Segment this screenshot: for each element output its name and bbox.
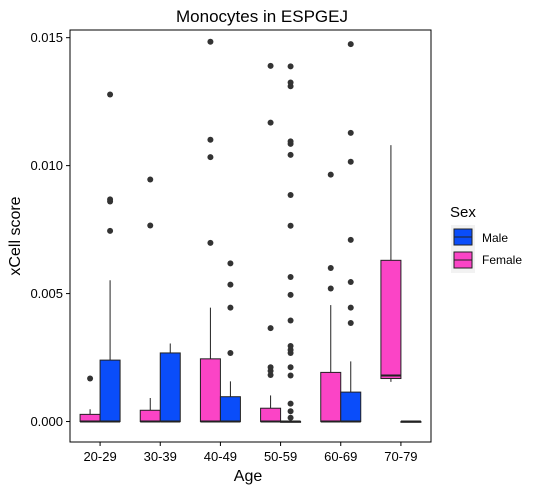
outlier-point: [207, 136, 214, 143]
y-axis-label: xCell score: [7, 196, 24, 275]
outlier-point: [287, 400, 294, 407]
box-male-30-39: [159, 343, 181, 423]
outlier-point: [287, 414, 294, 421]
outlier-point: [147, 222, 154, 229]
outlier-point: [287, 364, 294, 371]
box-iqr: [380, 259, 402, 380]
outlier-point: [347, 320, 354, 327]
legend-label-male: Male: [482, 231, 508, 245]
outlier-point: [207, 38, 214, 45]
box-iqr: [159, 352, 181, 423]
outlier-point: [347, 236, 354, 243]
outlier-point: [267, 62, 274, 69]
outlier-point: [287, 151, 294, 158]
outlier-point: [287, 317, 294, 324]
outlier-point: [347, 41, 354, 48]
box-iqr: [139, 409, 161, 423]
outlier-point: [287, 63, 294, 70]
outlier-point: [227, 349, 234, 356]
box-iqr: [99, 359, 121, 423]
outlier-point: [327, 264, 334, 271]
outlier-point: [267, 325, 274, 332]
box-female-50-59: [260, 62, 282, 423]
outlier-point: [287, 372, 294, 379]
outlier-point: [347, 279, 354, 286]
outlier-point: [287, 222, 294, 229]
outlier-point: [347, 158, 354, 165]
box-iqr: [320, 371, 342, 423]
outlier-point: [287, 138, 294, 145]
x-tick-label: 60-69: [324, 449, 357, 464]
x-tick-label: 30-39: [144, 449, 177, 464]
y-axis: 0.000 0.005 0.010 0.015: [30, 30, 70, 429]
outlier-point: [327, 171, 334, 178]
x-tick-label: 20-29: [83, 449, 116, 464]
outlier-point: [287, 273, 294, 280]
box-male-20-29: [99, 91, 121, 423]
legend-label-female: Female: [482, 253, 522, 267]
outlier-point: [287, 192, 294, 199]
box-male-50-59: [280, 63, 302, 423]
legend-title: Sex: [450, 204, 476, 221]
y-tick-label: 0.015: [30, 30, 63, 45]
y-tick-label: 0.000: [30, 414, 63, 429]
box-groups: [79, 38, 422, 423]
outlier-point: [287, 343, 294, 350]
box-iqr: [260, 407, 282, 423]
box-female-70-79: [380, 145, 402, 382]
outlier-point: [87, 375, 94, 382]
outlier-point: [207, 239, 214, 246]
box-iqr: [340, 391, 362, 423]
legend: Sex Male Female: [450, 204, 522, 273]
x-tick-label: 70-79: [384, 449, 417, 464]
outlier-point: [327, 285, 334, 292]
outlier-point: [267, 119, 274, 126]
box-male-40-49: [219, 260, 241, 423]
outlier-point: [107, 227, 114, 234]
box-iqr: [199, 358, 221, 423]
y-tick-label: 0.010: [30, 158, 63, 173]
outlier-point: [107, 196, 114, 203]
x-tick-label: 40-49: [204, 449, 237, 464]
x-tick-label: 50-59: [264, 449, 297, 464]
box-female-30-39: [139, 176, 161, 423]
x-axis-label: Age: [234, 468, 263, 485]
outlier-point: [227, 304, 234, 311]
box-male-70-79: [400, 420, 422, 423]
outlier-point: [207, 154, 214, 161]
box-iqr: [219, 396, 241, 423]
x-axis: 20-29 30-39 40-49 50-59 60-69 70-79: [83, 442, 418, 464]
outlier-point: [287, 79, 294, 86]
outlier-point: [267, 364, 274, 371]
outlier-point: [287, 408, 294, 415]
outlier-point: [347, 304, 354, 311]
outlier-point: [287, 291, 294, 298]
box-female-40-49: [199, 38, 221, 423]
y-tick-label: 0.005: [30, 286, 63, 301]
outlier-point: [107, 91, 114, 98]
chart-title: Monocytes in ESPGEJ: [176, 7, 348, 26]
box-male-60-69: [340, 41, 362, 423]
outlier-point: [147, 176, 154, 183]
box-iqr: [79, 413, 101, 423]
plot-panel-border: [69, 29, 432, 443]
outlier-point: [227, 260, 234, 267]
outlier-point: [347, 129, 354, 136]
outlier-point: [227, 281, 234, 288]
